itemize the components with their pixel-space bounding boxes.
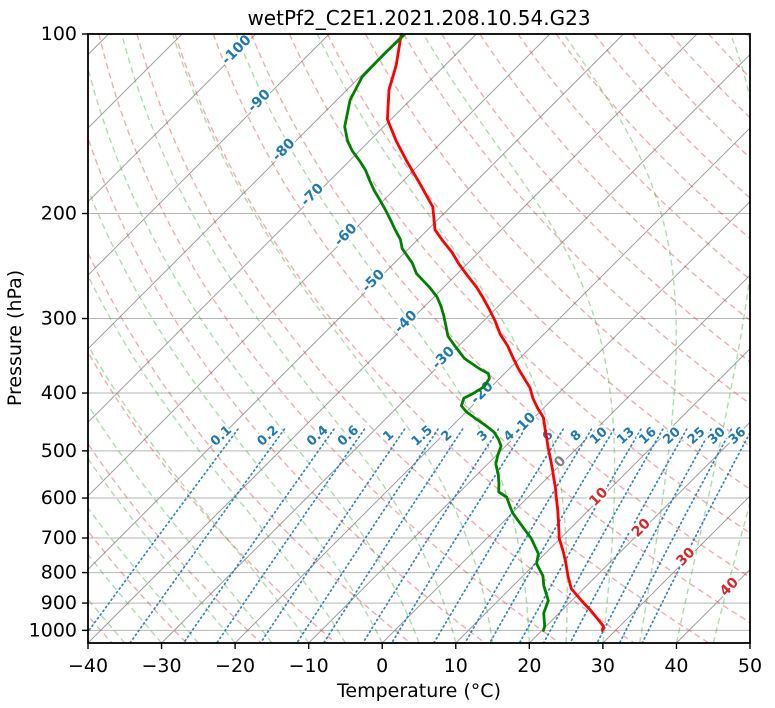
x-tick-label: 50	[738, 655, 762, 677]
mixing-ratio-label: 8	[568, 428, 585, 445]
mixing-ratio-label: 0.2	[255, 423, 282, 450]
isotherm-label: 10	[586, 484, 611, 509]
mixing-ratio-label: 16	[636, 425, 659, 448]
mixing-ratio-label: 13	[614, 425, 637, 448]
isotherm-label: 30	[673, 544, 698, 569]
isotherm-label: 40	[717, 574, 742, 599]
x-tick-label: 40	[664, 655, 688, 677]
mixing-ratio-lines	[88, 428, 750, 643]
mixing-ratio-label: 36	[726, 425, 749, 448]
y-axis-label: Pressure (hPa)	[4, 270, 26, 406]
mixing-ratio-label: 0.4	[304, 423, 331, 450]
isotherm-lines	[88, 34, 750, 643]
mixing-ratio-label: 20	[660, 425, 683, 448]
mixing-ratio-label: 2	[439, 428, 456, 445]
isotherm-label: -40	[391, 307, 420, 336]
isotherm-label: -100	[219, 32, 255, 68]
x-tick-label: 30	[591, 655, 615, 677]
y-tick-label: 1000	[29, 619, 77, 641]
dry-adiabat-lines	[88, 34, 750, 643]
isotherm-label: -30	[429, 343, 458, 372]
x-tick-label: 20	[517, 655, 541, 677]
mixing-ratio-label: 1	[380, 428, 397, 445]
x-tick-label: 0	[376, 655, 388, 677]
x-axis-label: Temperature (°C)	[336, 680, 501, 702]
x-tick-label: −10	[289, 655, 329, 677]
y-tick-label: 500	[41, 440, 77, 462]
axes: −40 −30 −20 −10 0 10 20 30 40 50 100 200 300 400 500 60…	[29, 23, 762, 677]
isotherm-label: -90	[245, 86, 274, 115]
x-tick-label: −20	[215, 655, 255, 677]
y-tick-label: 700	[41, 527, 77, 549]
y-tick-label: 300	[41, 308, 77, 330]
moist-adiabat-lines	[88, 34, 750, 643]
isotherm-label: -60	[331, 220, 360, 249]
isotherm-label: -80	[269, 135, 298, 164]
plot-border	[87, 33, 751, 644]
y-tick-label: 400	[41, 382, 77, 404]
mixing-ratio-label: 3	[475, 428, 492, 445]
isotherm-label: -50	[359, 266, 388, 295]
y-tick-label: 100	[41, 23, 77, 45]
x-tick-label: −30	[142, 655, 182, 677]
chart-title: wetPf2_C2E1.2021.208.10.54.G23	[247, 6, 590, 30]
mixing-ratio-label: 1.5	[409, 423, 436, 450]
dewpoint-line	[343, 34, 550, 632]
isotherm-label: -70	[298, 180, 327, 209]
temperature-line	[386, 34, 605, 632]
isobar-gridlines	[88, 33, 750, 631]
y-tick-label: 200	[41, 203, 77, 225]
mixing-ratio-label: 0.6	[335, 423, 362, 450]
x-tick-label: 10	[444, 655, 468, 677]
y-tick-label: 900	[41, 592, 77, 614]
isotherm-label: 20	[629, 515, 654, 540]
isotherm-label: -10	[510, 409, 539, 438]
y-tick-label: 600	[41, 487, 77, 509]
x-tick-label: −40	[68, 655, 108, 677]
y-tick-label: 800	[41, 562, 77, 584]
